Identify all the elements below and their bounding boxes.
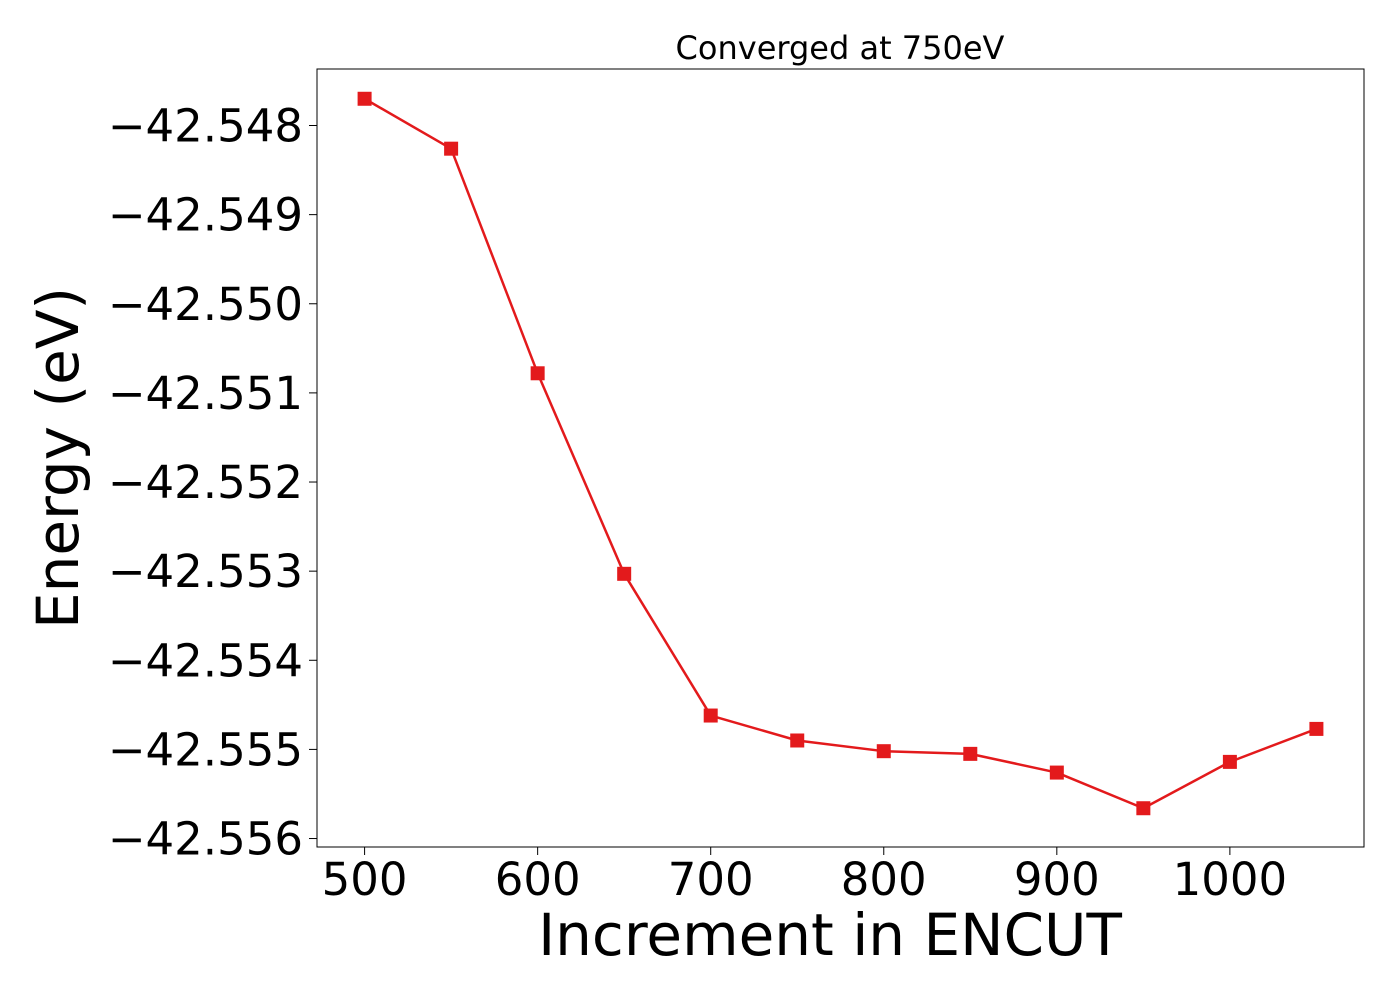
y-tick-label: −42.548 [108,100,303,153]
y-tick-label: −42.552 [108,456,303,509]
x-tick-label: 700 [668,853,754,906]
data-point-marker [617,566,632,581]
series-layer [357,91,1324,816]
data-point-marker [1049,765,1064,780]
data-point-marker [1222,754,1237,769]
x-tick-label: 1000 [1173,853,1288,906]
y-tick-label: −42.549 [108,189,303,242]
x-axis-ticks: 500 600 700 800 900 1000 [322,847,1288,906]
y-tick-label: −42.554 [108,634,303,687]
axes-frame [316,68,1365,848]
y-tick-label: −42.553 [108,545,303,598]
y-tick-label: −42.556 [108,813,303,866]
data-point-marker [1309,721,1324,736]
y-tick-label: −42.555 [108,723,303,776]
data-point-marker [530,366,545,381]
y-tick-label: −42.550 [108,278,303,331]
x-tick-label: 900 [1014,853,1100,906]
y-axis-label: Energy (eV) [24,287,92,629]
chart-title: Converged at 750eV [676,29,1005,67]
y-tick-label: −42.551 [108,367,303,420]
x-axis-label: Increment in ENCUT [538,901,1122,969]
x-tick-label: 500 [322,853,408,906]
x-tick-label: 800 [841,853,927,906]
data-point-marker [703,708,718,723]
data-point-marker [963,746,978,761]
y-axis-ticks: −42.548 −42.549 −42.550 −42.551 −42.552 −42.5… [108,100,317,866]
data-point-marker [790,733,805,748]
data-point-marker [357,91,372,106]
data-point-marker [1136,801,1151,816]
data-point-marker [876,744,891,759]
x-tick-label: 600 [495,853,581,906]
data-point-marker [444,141,459,156]
series-line [363,97,1317,810]
